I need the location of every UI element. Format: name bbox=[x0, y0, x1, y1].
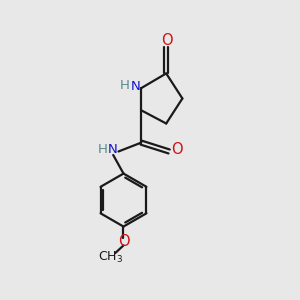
Text: O: O bbox=[161, 33, 172, 48]
Text: CH$_3$: CH$_3$ bbox=[98, 250, 123, 265]
Text: N: N bbox=[108, 143, 118, 157]
Text: N: N bbox=[131, 80, 141, 93]
Text: O: O bbox=[171, 142, 182, 158]
Text: H: H bbox=[98, 143, 108, 157]
Text: O: O bbox=[118, 234, 129, 249]
Text: H: H bbox=[120, 79, 130, 92]
